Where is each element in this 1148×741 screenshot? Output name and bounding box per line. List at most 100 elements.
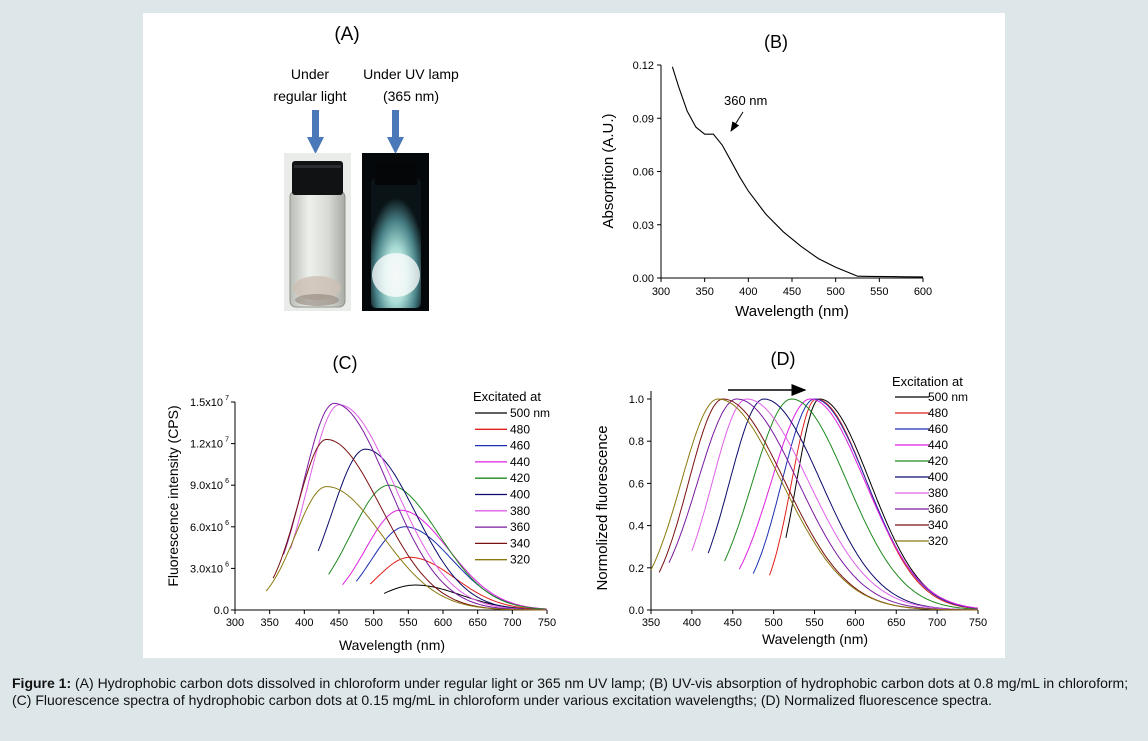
chart-d-legend-label: 340: [928, 518, 948, 532]
regular-light-label-line2: regular light: [273, 88, 346, 104]
chart-d-y-tick-label: 0.6: [629, 478, 644, 490]
figure-panel: (A) Under regular light Under UV lamp (3…: [143, 13, 1005, 658]
chart-b-y-tick-label: 0.09: [633, 113, 654, 125]
chart-c-legend: 500 nm 480 460 440 420 400 380 360 340 320: [475, 406, 550, 567]
chart-b-x-tick-label: 600: [914, 286, 932, 298]
chart-d-legend: 500 nm 480 460 440 420 400 380 360 340 320: [895, 390, 968, 548]
chart-b-x-tick-label: 350: [695, 286, 713, 298]
chart-d-legend-label: 400: [928, 470, 948, 484]
chart-c-x-tick-label: 450: [330, 617, 348, 629]
chart-c-y-tick-exponent: 6: [225, 478, 229, 485]
chart-c-legend-label: 420: [510, 471, 530, 485]
chart-d-y-ticks: 0.0 0.2 0.4 0.6 0.8 1.0: [629, 394, 651, 617]
chart-d-legend-title: Excitation at: [892, 374, 963, 389]
chart-d-y-tick-label: 0.2: [629, 563, 644, 575]
chart-b-y-tick-label: 0.06: [633, 167, 654, 179]
chart-d-legend-label: 360: [928, 502, 948, 516]
chart-b-y-tick-label: 0.12: [633, 60, 654, 72]
chart-d-x-tick-label: 500: [764, 617, 782, 629]
chart-c-series-420: [328, 484, 547, 610]
chart-d-y-tick-label: 0.4: [629, 521, 644, 533]
chart-c-legend-label: 400: [510, 488, 530, 502]
chart-c-y-tick-label: 0.0: [214, 605, 229, 617]
chart-c-legend-title: Excitated at: [473, 389, 541, 404]
chart-b-label: (B): [764, 32, 788, 52]
chart-c-y-tick-label: 6.0x10: [190, 522, 223, 534]
chart-b-x-tick-label: 450: [783, 286, 801, 298]
chart-d-x-tick-label: 600: [846, 617, 864, 629]
chart-c-y-tick-exponent: 6: [225, 561, 229, 568]
chart-c-x-tick-label: 750: [538, 617, 556, 629]
chart-b-x-tick-label: 300: [652, 286, 670, 298]
chart-d-legend-label: 480: [928, 406, 948, 420]
chart-c: (C) 300 350 400 450 500 550 600 650 700 750 0.0 3.…: [165, 353, 556, 653]
panel-a-label: (A): [334, 24, 359, 45]
chart-c-series-480: [369, 556, 547, 610]
chart-b-x-ticks: 300 350 400 450 500 550 600: [652, 278, 932, 298]
chart-c-series-400: [317, 448, 547, 611]
chart-c-xlabel: Wavelength (nm): [339, 637, 445, 653]
chart-d-legend-label: 440: [928, 438, 948, 452]
chart-c-legend-label: 460: [510, 439, 530, 453]
chart-b-y-tick-label: 0.00: [633, 273, 654, 285]
chart-c-y-tick-label: 3.0x10: [190, 563, 223, 575]
chart-c-label: (C): [333, 353, 358, 373]
figure-caption: Figure 1: (A) Hydrophobic carbon dots di…: [12, 675, 1137, 709]
chart-c-ylabel: Fluorescence intensity (CPS): [165, 405, 181, 586]
chart-c-series-340: [272, 439, 547, 611]
chart-d-y-tick-label: 0.8: [629, 436, 644, 448]
chart-b-ylabel: Absorption (A.U.): [600, 113, 617, 228]
chart-c-x-tick-label: 400: [295, 617, 313, 629]
uv-lamp-label-line1: Under UV lamp: [363, 66, 459, 82]
chart-d-legend-label: 460: [928, 422, 948, 436]
down-arrow-icon-right: [387, 110, 404, 154]
chart-d-series-440: [738, 398, 979, 609]
chart-b-y-tick-label: 0.03: [633, 220, 654, 232]
chart-d-series-460: [752, 398, 978, 609]
chart-c-series-380: [290, 404, 547, 611]
chart-c-y-tick-label: 9.0x10: [190, 480, 223, 492]
chart-b-annotation: 360 nm: [724, 93, 767, 108]
down-arrow-icon-left: [307, 110, 324, 154]
chart-d-series-320: [650, 398, 978, 611]
chart-d-legend-label: 380: [928, 486, 948, 500]
chart-d-legend-label: 500 nm: [928, 390, 968, 404]
chart-d-x-tick-label: 750: [969, 617, 987, 629]
chart-c-x-tick-label: 300: [226, 617, 244, 629]
chart-c-series-320: [265, 486, 547, 611]
chart-c-series-360: [283, 402, 547, 611]
chart-c-legend-label: 360: [510, 520, 530, 534]
chart-c-y-tick-label: 1.2x10: [190, 439, 223, 451]
uv-lamp-label-line2: (365 nm): [383, 88, 439, 104]
chart-c-x-tick-label: 700: [503, 617, 521, 629]
chart-d-x-tick-label: 700: [928, 617, 946, 629]
chart-c-y-tick-exponent: 7: [225, 395, 229, 402]
chart-d-series: [650, 398, 979, 611]
chart-c-x-tick-label: 500: [364, 617, 382, 629]
chart-d-label: (D): [771, 349, 796, 369]
chart-b-absorption-line: [671, 66, 924, 278]
chart-b-y-ticks: 0.00 0.03 0.06 0.09 0.12: [633, 60, 661, 285]
chart-b-x-tick-label: 500: [826, 286, 844, 298]
chart-c-y-ticks: 0.03.0x10 66.0x10 69.0x10 61.2x10 71.5x10 7: [190, 395, 235, 617]
chart-c-x-tick-label: 650: [468, 617, 486, 629]
chart-d-x-ticks: 350 400 450 500 550 600 650 700 750: [642, 610, 987, 629]
chart-b: (B) 300 350 400 450 500 550 600 0.000.030.060.…: [600, 32, 932, 320]
chart-c-series-440: [342, 509, 547, 610]
chart-d-series-360: [668, 398, 978, 611]
chart-c-y-tick-exponent: 6: [225, 520, 229, 527]
chart-d-xlabel: Wavelength (nm): [762, 631, 868, 647]
figure-svg: (A) Under regular light Under UV lamp (3…: [165, 24, 987, 653]
chart-c-legend-label: 500 nm: [510, 406, 550, 420]
vial-regular-light: [284, 153, 351, 311]
chart-d-x-tick-label: 400: [683, 617, 701, 629]
chart-d-legend-label: 320: [928, 534, 948, 548]
chart-c-legend-label: 480: [510, 422, 530, 436]
chart-d-x-tick-label: 650: [887, 617, 905, 629]
chart-c-series: [265, 402, 547, 611]
chart-b-xlabel: Wavelength (nm): [735, 303, 849, 320]
chart-d-x-tick-label: 450: [724, 617, 742, 629]
caption-label: Figure 1:: [12, 675, 72, 691]
chart-d-series-420: [724, 398, 978, 610]
chart-b-x-tick-label: 550: [870, 286, 888, 298]
